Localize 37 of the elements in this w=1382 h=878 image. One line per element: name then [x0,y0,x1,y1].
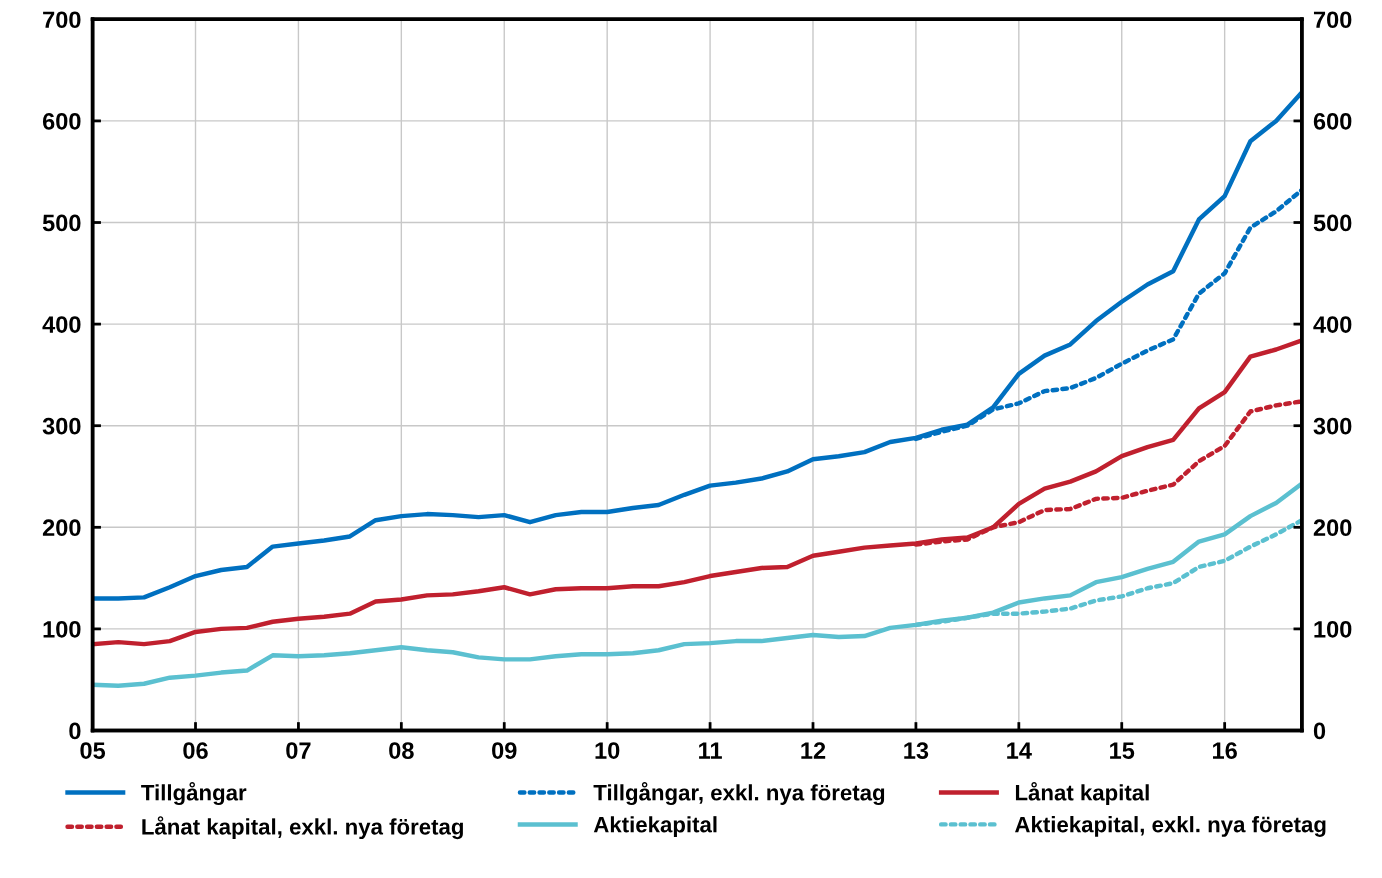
y2-tick-label: 100 [1314,620,1352,638]
line-series [92,338,1302,647]
x-tick-label: 14 [1007,742,1032,759]
legend-label: Tillgångar, exkl. nya företag [593,782,885,806]
x-tick-label: 08 [389,742,414,759]
line-series [92,90,1302,601]
x-tick-label: 16 [1213,742,1237,759]
y2-tick-label: 600 [1313,112,1352,130]
y-tick-label: 700 [43,11,81,29]
x-tick-label: 15 [1110,742,1135,759]
y-tick-label: 200 [42,519,81,537]
y2-tick-label: 700 [1313,11,1352,29]
legend-label: Lånat kapital [1015,782,1149,805]
legend-label: Aktiekapital, exkl. nya företag [1015,816,1326,837]
x-tick-label: 05 [80,742,106,759]
x-tick-label: 10 [595,742,620,759]
x-tick-label: 09 [492,742,517,759]
x-tick-label: 06 [183,742,208,759]
x-tick-label: 07 [286,742,311,759]
y-tick-label: 100 [43,620,81,638]
y2-tick-label: 200 [1313,519,1352,537]
y2-tick-label: 500 [1313,214,1352,232]
y2-tick-label: 400 [1313,316,1352,333]
y-tick-label: 300 [42,417,81,435]
y-tick-label: 400 [42,316,81,333]
legend-label: Lånat kapital, exkl. nya företag [142,816,463,840]
y-tick-label: 600 [42,112,81,130]
y2-tick-label: 0 [1313,722,1326,740]
x-tick-label: 11 [699,742,722,759]
legend-label: Aktiekapital [593,816,717,837]
x-tick-label: 13 [904,742,929,759]
line-series [92,481,1302,689]
legend-label: Tillgångar [141,782,247,806]
x-tick-label: 12 [801,742,826,759]
y-tick-label: 0 [69,722,81,740]
y2-tick-label: 300 [1313,417,1352,435]
y-tick-label: 500 [42,214,81,232]
